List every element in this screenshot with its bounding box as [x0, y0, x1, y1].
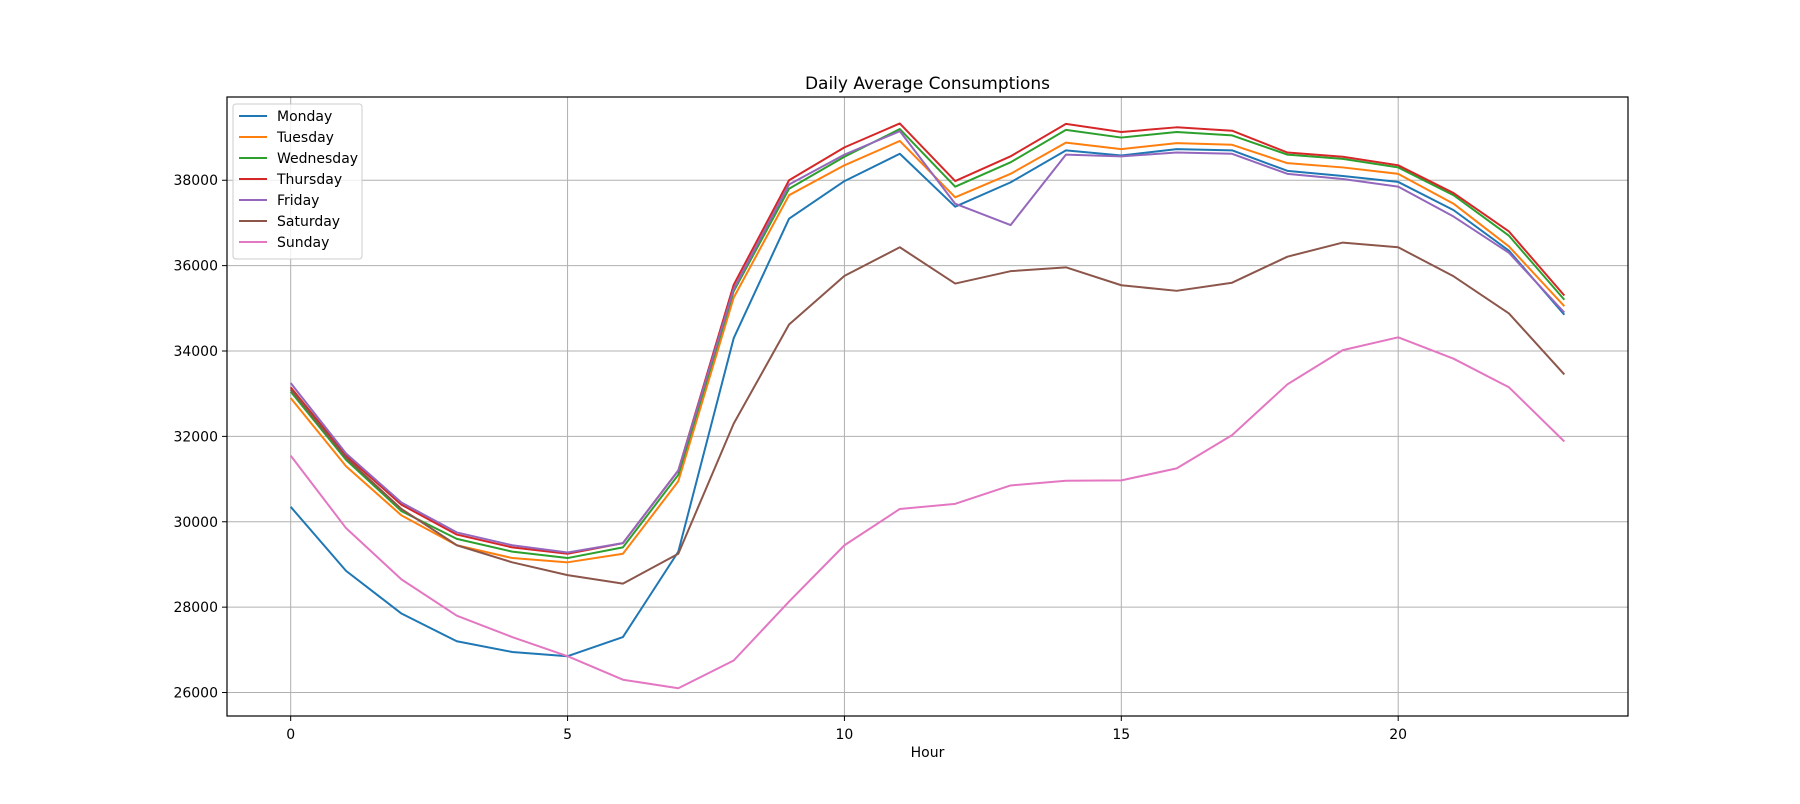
y-tick-label: 34000	[173, 344, 218, 360]
axis-ticks: 0 5 10 15 20 26000 28000 30000 32000 34000 36000 38…	[173, 173, 1407, 743]
y-tick-label: 36000	[173, 259, 218, 275]
legend-label-tuesday: Tuesday	[276, 130, 334, 146]
legend-label-wednesday: Wednesday	[277, 151, 358, 167]
x-tick-label: 10	[836, 727, 854, 743]
y-tick-label: 32000	[173, 429, 218, 445]
series-line-wednesday	[289, 128, 1566, 560]
series-lines	[289, 122, 1566, 690]
legend-label-thursday: Thursday	[276, 172, 342, 188]
y-tick-label: 28000	[173, 600, 218, 616]
legend-label-monday: Monday	[277, 109, 332, 125]
series-line-saturday	[289, 241, 1566, 585]
legend-label-sunday: Sunday	[277, 235, 329, 251]
series-line-sunday	[289, 336, 1566, 690]
series-line-monday	[289, 148, 1566, 658]
series-line-thursday	[289, 122, 1566, 555]
legend-label-friday: Friday	[277, 193, 319, 209]
series-line-tuesday	[289, 139, 1566, 564]
x-axis-title: Hour	[911, 745, 945, 761]
x-tick-label: 20	[1389, 727, 1407, 743]
grid	[227, 97, 1628, 716]
legend: Monday Tuesday Wednesday Thursday Friday Satu…	[232, 103, 363, 260]
chart-title: Daily Average Consumptions	[805, 74, 1050, 94]
x-tick-label: 5	[563, 727, 572, 743]
legend-label-saturday: Saturday	[277, 214, 340, 230]
y-tick-label: 26000	[173, 686, 218, 702]
y-tick-label: 30000	[173, 515, 218, 531]
plot-frame	[226, 96, 1629, 717]
x-tick-label: 15	[1112, 727, 1130, 743]
x-tick-label: 0	[286, 727, 295, 743]
y-tick-label: 38000	[173, 173, 218, 189]
series-line-friday	[289, 130, 1566, 554]
